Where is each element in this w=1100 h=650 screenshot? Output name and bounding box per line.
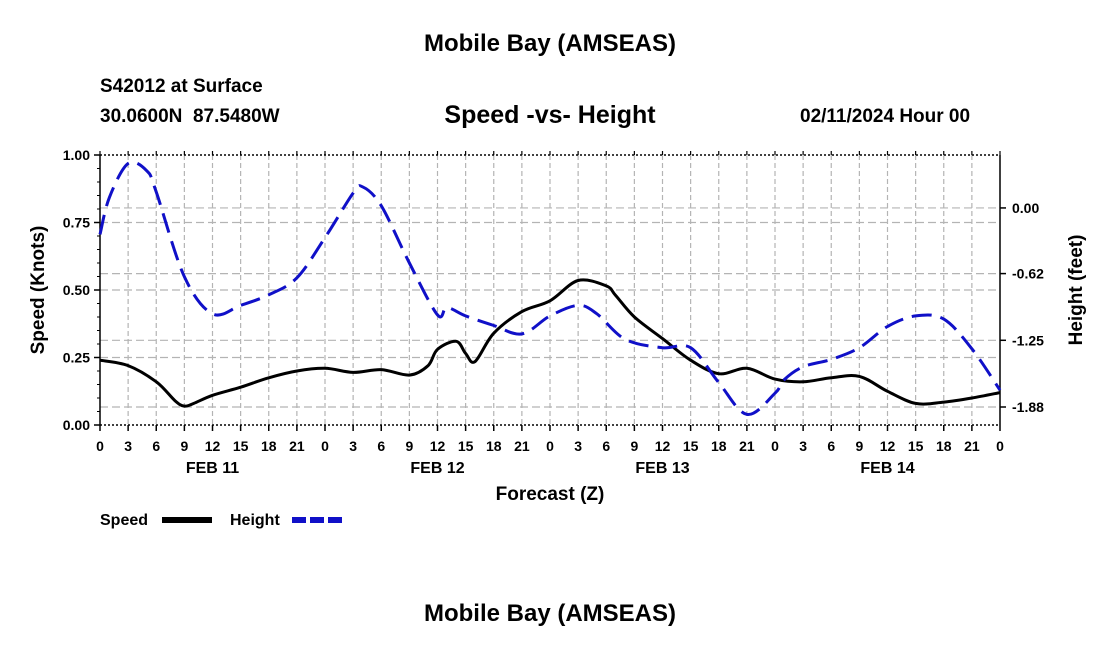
x-axis-tick-label: 3	[799, 438, 807, 454]
x-axis-tick-label: 9	[405, 438, 413, 454]
x-axis-tick-label: 18	[936, 438, 952, 454]
date-label: FEB 14	[860, 460, 914, 477]
right-axis-title: Height (feet)	[1066, 235, 1087, 346]
date-label: FEB 13	[635, 460, 689, 477]
x-axis-tick-label: 18	[261, 438, 277, 454]
right-axis-tick-label: -0.62	[1012, 266, 1044, 282]
footer-title: Mobile Bay (AMSEAS)	[423, 600, 677, 627]
x-axis-tick-label: 6	[152, 438, 160, 454]
x-axis-tick-label: 21	[964, 438, 980, 454]
left-axis-tick-label: 0.00	[63, 417, 90, 433]
x-axis-tick-label: 12	[655, 438, 671, 454]
x-axis-tick-label: 3	[349, 438, 357, 454]
x-axis-tick-label: 15	[908, 438, 924, 454]
x-axis-tick-label: 0	[546, 438, 554, 454]
right-axis-tick-label: 0.00	[1012, 200, 1039, 216]
main-title: Mobile Bay (AMSEAS)	[423, 30, 677, 57]
x-axis-tick-label: 21	[514, 438, 530, 454]
x-axis-title: Forecast (Z)	[496, 484, 605, 505]
x-axis-tick-label: 0	[96, 438, 104, 454]
x-axis-tick-label: 18	[711, 438, 727, 454]
series-line-speed	[99, 278, 1001, 408]
x-axis-tick-label: 3	[574, 438, 582, 454]
left-axis-tick-label: 0.25	[63, 350, 90, 366]
station-label: S42012 at Surface	[100, 76, 263, 97]
left-axis-tick-label: 0.75	[63, 215, 90, 231]
legend-label-speed: Speed	[100, 512, 148, 529]
x-axis-tick-label: 21	[289, 438, 305, 454]
x-axis-tick-label: 15	[233, 438, 249, 454]
x-axis-tick-label: 9	[630, 438, 638, 454]
coordinates-label: 30.0600N 87.5480W	[100, 106, 280, 127]
forecast-datetime: 02/11/2024 Hour 00	[800, 106, 971, 127]
x-axis-tick-label: 0	[321, 438, 329, 454]
left-axis-title: Speed (Knots)	[28, 226, 49, 355]
legend-label-height: Height	[230, 512, 280, 529]
right-axis-tick-label: -1.88	[1012, 399, 1044, 415]
left-axis-tick-label: 0.50	[63, 282, 90, 298]
x-axis-tick-label: 6	[827, 438, 835, 454]
x-axis-tick-label: 6	[377, 438, 385, 454]
x-axis-tick-label: 3	[124, 438, 132, 454]
chart-title: Speed -vs- Height	[444, 101, 656, 129]
x-axis-tick-label: 0	[771, 438, 779, 454]
series-line-height	[98, 160, 1002, 416]
x-axis-tick-label: 12	[880, 438, 896, 454]
date-label: FEB 11	[186, 460, 239, 477]
right-axis-tick-label: -1.25	[1012, 332, 1044, 348]
x-axis-tick-label: 9	[855, 438, 863, 454]
x-axis-tick-label: 15	[683, 438, 699, 454]
x-axis-tick-label: 18	[486, 438, 502, 454]
x-axis-tick-label: 6	[602, 438, 610, 454]
left-axis-tick-label: 1.00	[63, 147, 90, 163]
x-axis-tick-label: 15	[458, 438, 474, 454]
x-axis-tick-label: 12	[205, 438, 221, 454]
x-axis-tick-label: 12	[430, 438, 446, 454]
x-axis-tick-label: 9	[180, 438, 188, 454]
x-axis-tick-label: 0	[996, 438, 1004, 454]
x-axis-tick-label: 21	[739, 438, 755, 454]
date-label: FEB 12	[410, 460, 464, 477]
